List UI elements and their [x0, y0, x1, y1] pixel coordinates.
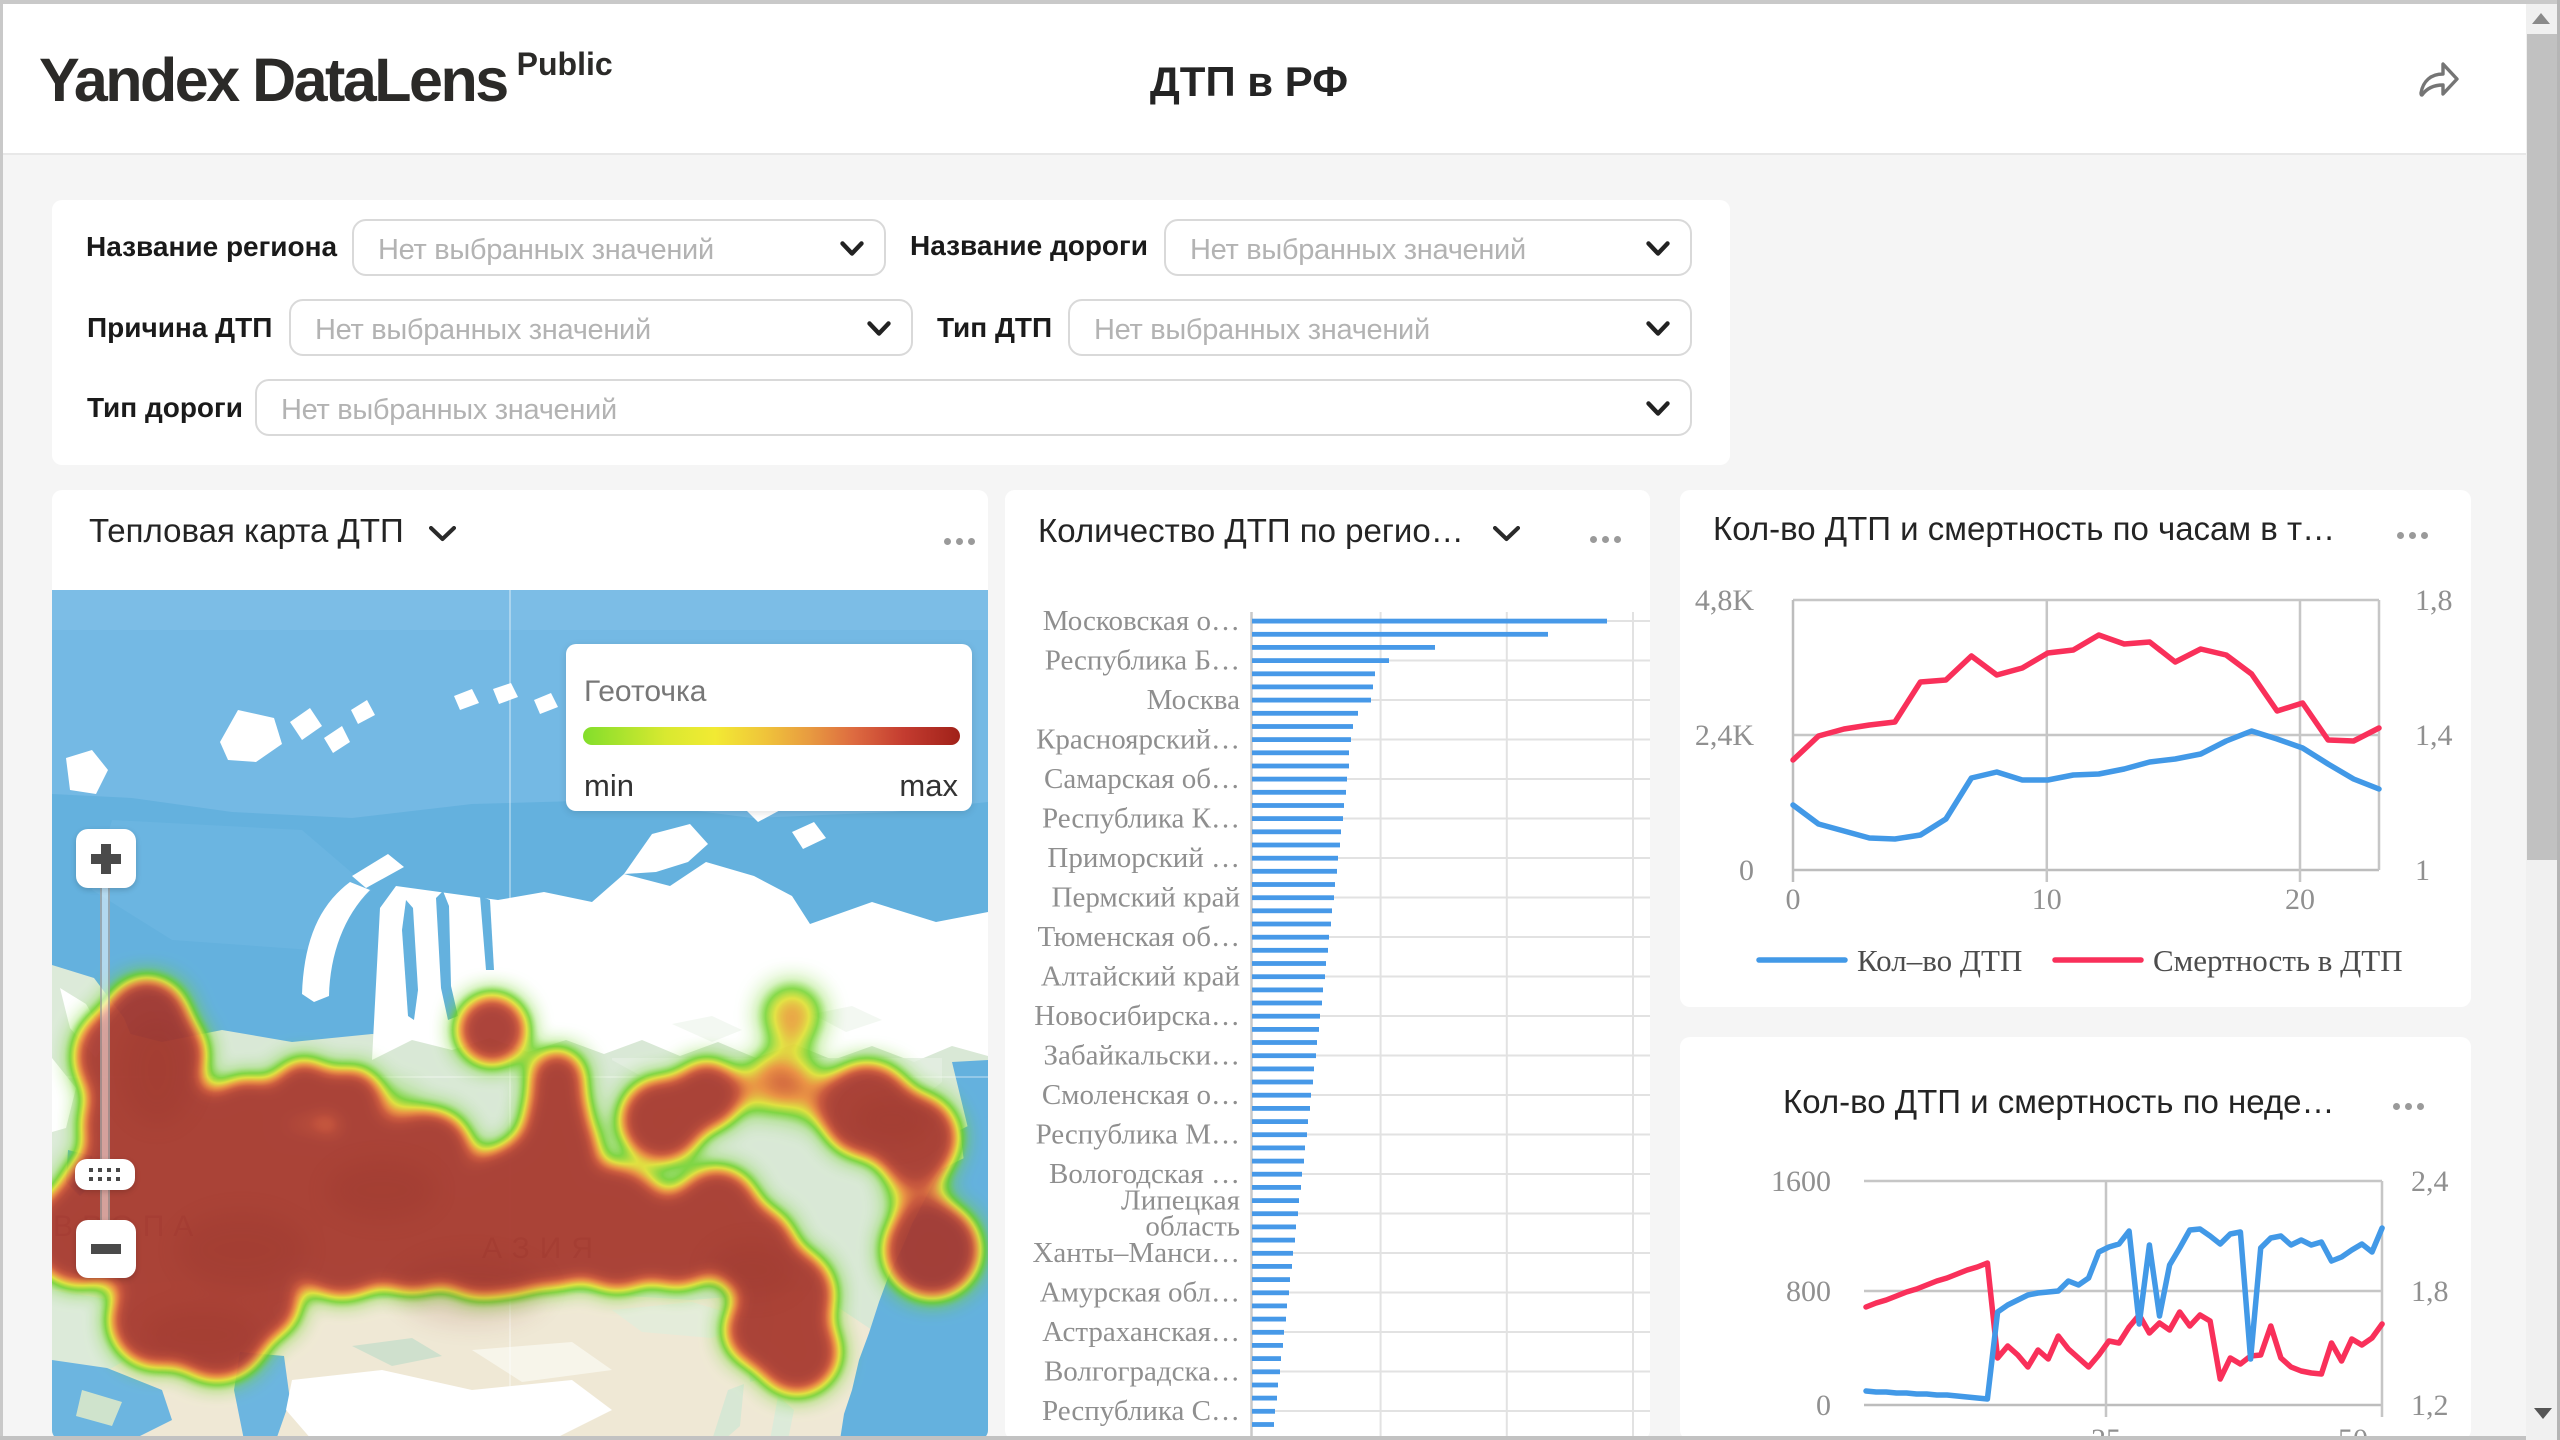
svg-text:800: 800 [1786, 1275, 1831, 1308]
svg-text:Новосибирска…: Новосибирска… [1034, 1000, 1240, 1032]
svg-text:Красноярский…: Красноярский… [1036, 724, 1240, 756]
svg-text:0: 0 [1786, 883, 1801, 916]
svg-text:Забайкальски…: Забайкальски… [1043, 1040, 1240, 1072]
svg-text:25: 25 [2091, 1423, 2121, 1440]
svg-text:Ханты–Манси…: Ханты–Манси… [1032, 1237, 1240, 1269]
svg-text:Кол–во ДТП: Кол–во ДТП [1857, 943, 2022, 978]
svg-text:Смертность в ДТП: Смертность в ДТП [2153, 943, 2403, 978]
svg-text:область: область [1145, 1211, 1240, 1243]
svg-text:1,4: 1,4 [2415, 719, 2453, 752]
svg-text:Липецкая: Липецкая [1121, 1185, 1240, 1217]
svg-text:2,4: 2,4 [2411, 1165, 2449, 1198]
svg-text:0: 0 [1739, 854, 1754, 887]
svg-text:Самарская об…: Самарская об… [1044, 763, 1240, 795]
svg-text:Тюменская об…: Тюменская об… [1037, 921, 1240, 953]
svg-text:Республика Б…: Республика Б… [1045, 645, 1240, 677]
svg-text:Республика С…: Республика С… [1042, 1395, 1240, 1427]
svg-text:Алтайский край: Алтайский край [1041, 961, 1240, 993]
svg-text:Республика К…: Республика К… [1042, 803, 1240, 835]
svg-text:50: 50 [2338, 1423, 2368, 1440]
svg-text:Астраханская…: Астраханская… [1042, 1316, 1240, 1348]
svg-text:1: 1 [2415, 854, 2430, 887]
svg-text:20: 20 [2285, 883, 2315, 916]
svg-text:Смоленская о…: Смоленская о… [1042, 1079, 1240, 1111]
svg-text:Московская о…: Московская о… [1043, 605, 1240, 637]
svg-text:2,4K: 2,4K [1695, 719, 1755, 752]
svg-text:10: 10 [2032, 883, 2062, 916]
svg-text:Республика М…: Республика М… [1036, 1119, 1240, 1151]
svg-text:Приморский …: Приморский … [1047, 842, 1240, 874]
svg-text:1600: 1600 [1771, 1165, 1831, 1198]
svg-text:1,8: 1,8 [2411, 1275, 2449, 1308]
svg-text:1,2: 1,2 [2411, 1389, 2449, 1422]
svg-text:Амурская обл…: Амурская обл… [1040, 1277, 1240, 1309]
svg-text:1,8: 1,8 [2415, 584, 2453, 617]
svg-text:Москва: Москва [1147, 684, 1241, 716]
svg-text:Пермский край: Пермский край [1052, 882, 1240, 914]
svg-text:Вологодская …: Вологодская … [1049, 1158, 1240, 1190]
svg-text:4,8K: 4,8K [1695, 584, 1755, 617]
svg-text:0: 0 [1816, 1389, 1831, 1422]
svg-text:Волгоградска…: Волгоградска… [1044, 1356, 1240, 1388]
